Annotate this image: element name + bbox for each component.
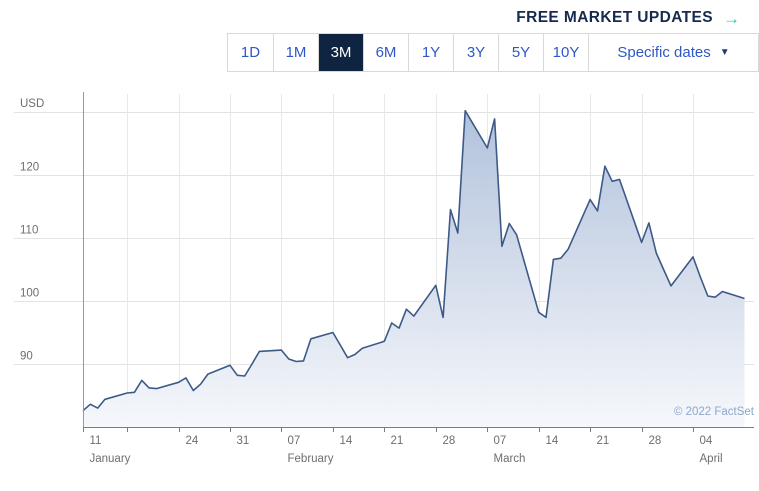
header: FREE MARKET UPDATES → [516, 9, 740, 27]
range-button-3y[interactable]: 3Y [453, 34, 498, 71]
x-tick-label: 04 [700, 435, 713, 447]
x-tick-label: 28 [443, 435, 456, 447]
free-market-updates-label: FREE MARKET UPDATES [516, 9, 713, 26]
x-tick-label: 14 [340, 435, 353, 447]
x-tick-label: 11 [90, 435, 102, 447]
range-button-3m[interactable]: 3M [318, 34, 363, 71]
y-tick-label: 120 [20, 162, 39, 174]
range-button-1m[interactable]: 1M [273, 34, 318, 71]
x-month-label: January [90, 453, 131, 465]
range-button-10y[interactable]: 10Y [543, 34, 588, 71]
x-tick-label: 31 [237, 435, 250, 447]
free-market-updates-link[interactable]: FREE MARKET UPDATES → [516, 9, 740, 27]
y-tick-label: 100 [20, 288, 39, 300]
range-button-5y[interactable]: 5Y [498, 34, 543, 71]
range-button-1d[interactable]: 1D [228, 34, 273, 71]
x-tick-label: 14 [546, 435, 559, 447]
price-line [82, 109, 745, 412]
range-button-1y[interactable]: 1Y [408, 34, 453, 71]
arrow-right-icon: → [723, 8, 740, 28]
range-button-6m[interactable]: 6M [363, 34, 408, 71]
x-tick-label: 24 [186, 435, 199, 447]
range-selector: 1D 1M 3M 6M 1Y 3Y 5Y 10Y Specific dates ▼ [227, 33, 759, 72]
y-axis-currency-label: USD [20, 98, 44, 110]
x-tick-label: 21 [597, 435, 610, 447]
x-tick-label: 07 [288, 435, 301, 447]
x-tick-label: 07 [494, 435, 507, 447]
x-month-label: April [700, 453, 723, 465]
chevron-down-icon: ▼ [719, 46, 730, 58]
x-tick-label: 28 [649, 435, 662, 447]
x-month-label: March [494, 453, 526, 465]
y-tick-label: 90 [20, 351, 33, 363]
factset-watermark: © 2022 FactSet [674, 406, 755, 418]
x-month-label: February [288, 453, 334, 465]
price-area [83, 110, 745, 427]
specific-dates-dropdown[interactable]: Specific dates ▼ [588, 34, 758, 71]
specific-dates-label: Specific dates [617, 44, 711, 61]
y-tick-label: 110 [20, 225, 38, 237]
x-tick-label: 21 [391, 435, 404, 447]
